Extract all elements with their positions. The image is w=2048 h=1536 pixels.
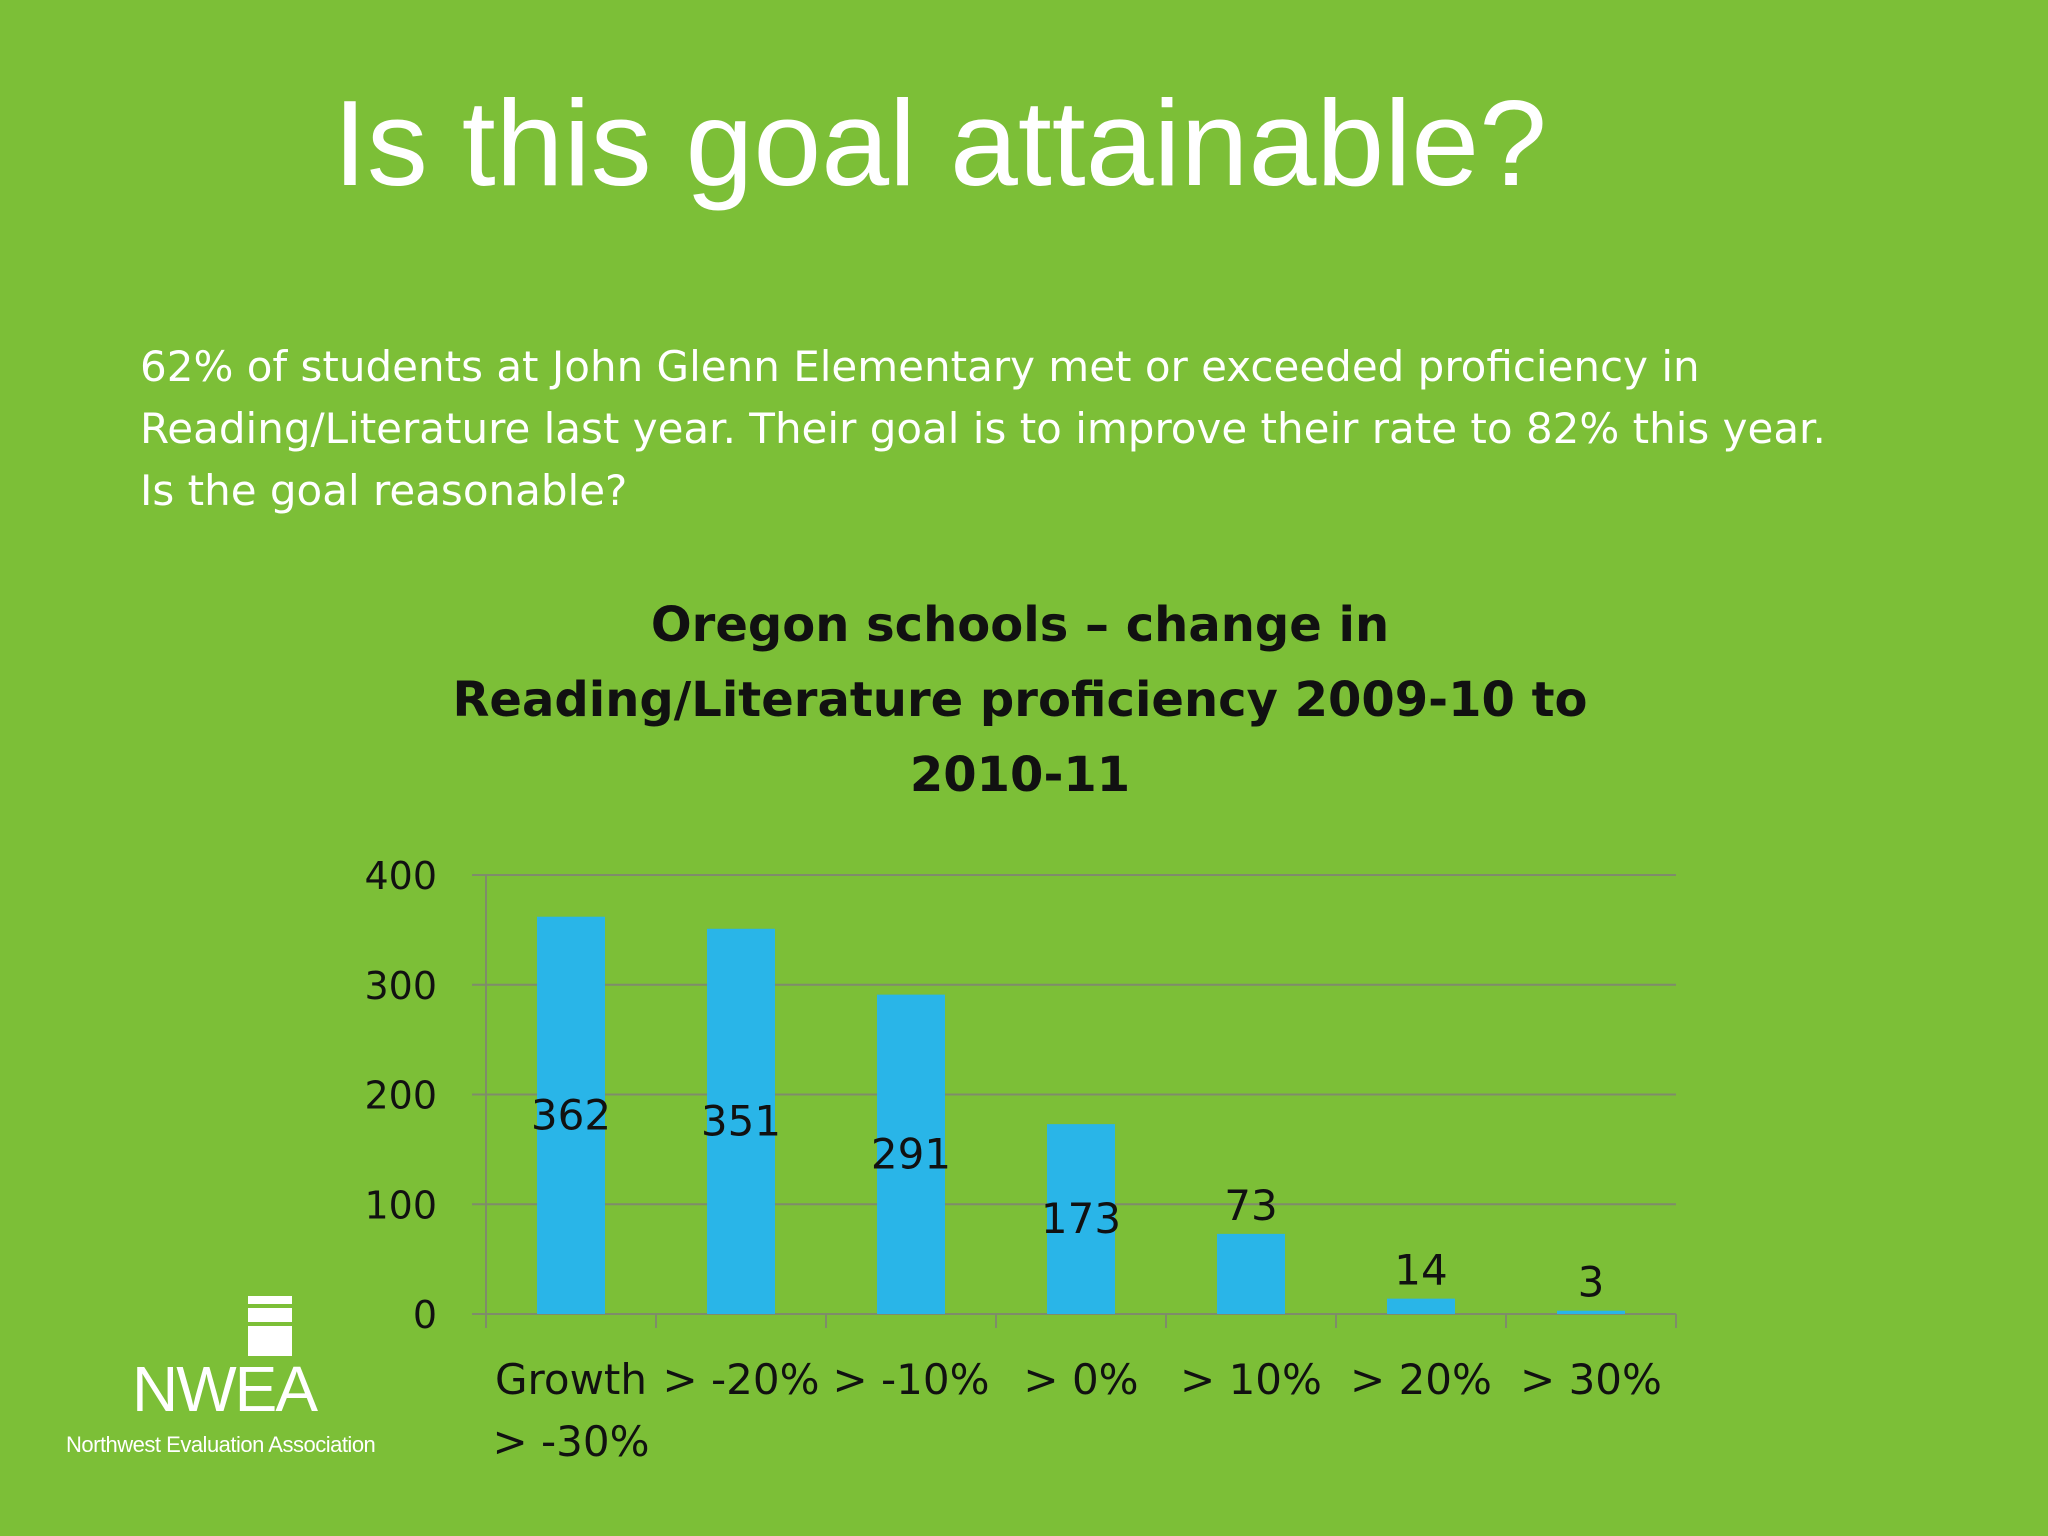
x-category-label-5: > 20% [1350,1355,1492,1404]
chart-title: Oregon schools – change in Reading/Liter… [400,588,1640,813]
x-category-label-0-1: > -30% [492,1417,649,1466]
x-category-label-0-0: Growth [495,1355,647,1404]
data-label-4: 73 [1224,1181,1277,1230]
logo-mark-icon [248,1296,292,1356]
data-label-6: 3 [1578,1258,1605,1307]
chart-title-line-1: Oregon schools – change in [650,597,1390,653]
intro-text: 62% of students at John Glenn Elementary… [140,342,1826,515]
y-tick-label-0: 0 [413,1293,437,1337]
data-label-1: 351 [701,1096,781,1145]
logo-wordmark: NWEA [132,1353,318,1425]
y-tick-label-200: 200 [364,1074,437,1118]
bar-3 [1047,1124,1115,1314]
bar-4 [1217,1233,1285,1314]
x-category-label-4: > 10% [1180,1355,1322,1404]
data-label-0: 362 [531,1090,611,1139]
data-label-3: 173 [1041,1194,1121,1243]
chart-title-line-2: Reading/Literature proficiency 2009-10 t… [452,672,1588,728]
bar-0 [537,916,605,1314]
x-category-label-2: > -10% [832,1355,989,1404]
logo-subtitle: Northwest Evaluation Association [66,1432,376,1457]
y-tick-label-300: 300 [364,964,437,1008]
y-tick-label-100: 100 [364,1183,437,1227]
bar-5 [1387,1298,1455,1314]
data-label-2: 291 [871,1129,951,1178]
chart-title-line-3: 2010-11 [909,747,1131,803]
bar-1 [707,928,775,1314]
data-label-5: 14 [1394,1246,1447,1295]
bar-2 [877,994,945,1314]
bar-6 [1557,1310,1625,1314]
x-category-label-1: > -20% [662,1355,819,1404]
nwea-logo: NWEA Northwest Evaluation Association [60,1296,420,1466]
x-category-label-6: > 30% [1520,1355,1662,1404]
y-tick-label-400: 400 [364,854,437,898]
x-category-label-3: > 0% [1023,1355,1138,1404]
slide-title: Is this goal attainable? [332,75,1548,211]
